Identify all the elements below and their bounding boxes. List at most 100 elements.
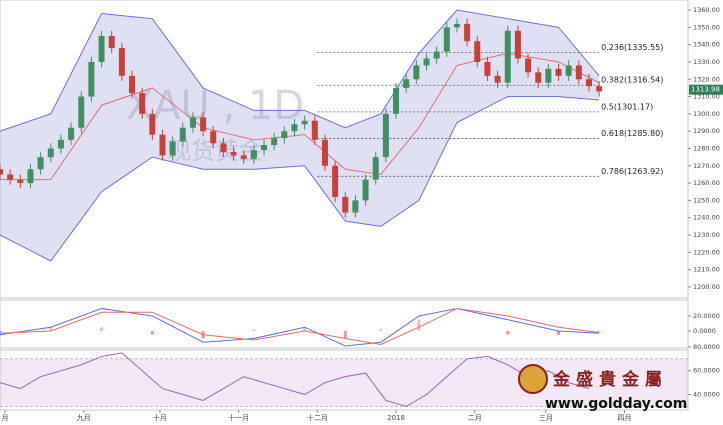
y-tick-label: 80.0000 — [693, 343, 720, 351]
macd-histogram — [49, 327, 53, 331]
candle-body — [545, 68, 552, 83]
candle-body — [352, 200, 359, 213]
logo-name: 金盛貴金屬 — [552, 369, 668, 390]
y-tick-label: 60.0000 — [693, 367, 720, 375]
y-tick-label: 1210.00 — [693, 266, 720, 274]
macd-histogram — [506, 330, 510, 335]
candle-body — [240, 155, 247, 159]
logo-url: www.goldday.com — [545, 396, 687, 412]
macd-histogram — [557, 330, 561, 335]
candle-body — [504, 30, 511, 83]
x-tick-label: 十一月 — [228, 413, 249, 422]
rsi-line — [0, 352, 590, 407]
candle-body — [575, 65, 582, 80]
x-tick-label: 二月 — [468, 414, 482, 422]
macd-line — [0, 307, 600, 347]
candle-body — [585, 79, 592, 87]
y-tick-label: 1200.00 — [693, 283, 720, 291]
macd-histogram — [0, 330, 2, 333]
macd-histogram — [597, 330, 601, 332]
y-tick-label: 1260.00 — [693, 179, 720, 187]
x-tick-label: 月 — [2, 414, 9, 422]
candle-body — [271, 138, 278, 146]
macd-histogram — [252, 329, 256, 331]
candle-body — [129, 75, 136, 94]
y-tick-label: 1240.00 — [693, 214, 720, 222]
logo-icon — [518, 364, 548, 394]
candle-body — [342, 196, 349, 213]
candle-body — [169, 141, 176, 156]
candle-body — [149, 113, 156, 135]
candle-body — [17, 179, 24, 184]
fib-label: 0.786(1263.92) — [601, 167, 663, 176]
candle-body — [57, 139, 64, 149]
fib-label: 0.618(1285.80) — [601, 129, 663, 138]
y-tick-label: 40.0000 — [693, 391, 720, 399]
candle-body — [565, 65, 572, 76]
candle-body — [261, 145, 268, 151]
candle-body — [433, 51, 440, 59]
candle-body — [47, 148, 54, 158]
candle-body — [372, 157, 379, 180]
panel-frame — [0, 0, 689, 299]
candle-body — [210, 131, 217, 144]
y-tick-label: 0.0000 — [693, 327, 716, 335]
macd-line — [0, 307, 600, 345]
candle-body — [7, 174, 14, 180]
candle-body — [423, 58, 430, 66]
candle-body — [0, 169, 3, 175]
candle-body — [281, 131, 288, 139]
candle-body — [453, 23, 460, 28]
candle-body — [179, 127, 186, 142]
y-tick-label: 1230.00 — [693, 231, 720, 239]
x-tick-label: 2018 — [387, 414, 405, 422]
y-tick-label: 1270.00 — [693, 162, 720, 170]
y-tick-label: 1360.00 — [693, 6, 720, 14]
candle-body — [403, 79, 410, 88]
candle-body — [108, 35, 115, 49]
bollinger-lower — [0, 96, 600, 262]
candle-body — [514, 30, 521, 59]
y-tick-label: 1300.00 — [693, 110, 720, 118]
candle-body — [464, 23, 471, 42]
macd-histogram — [379, 328, 383, 331]
macd-histogram — [100, 327, 104, 331]
fib-label: 0.5(1301.17) — [601, 102, 653, 111]
candle-body — [230, 151, 237, 156]
fib-label: 0.382(1316.54) — [601, 76, 663, 85]
x-tick-label: 十月 — [153, 413, 167, 422]
candle-body — [382, 113, 389, 158]
y-tick-label: 1250.00 — [693, 196, 720, 204]
candle-body — [535, 72, 542, 83]
candle-body — [37, 157, 44, 170]
candle-body — [393, 87, 400, 114]
candle-body — [494, 75, 501, 83]
price-tag — [689, 84, 723, 95]
fib-label: 0.236(1335.55) — [601, 43, 663, 52]
y-tick-label: 20.0000 — [693, 312, 720, 320]
candle-body — [332, 165, 339, 197]
y-tick-label: 1350.00 — [693, 23, 720, 31]
candle-body — [311, 120, 318, 140]
x-tick-label: 十二月 — [307, 413, 328, 422]
candle-body — [474, 41, 481, 62]
macd-histogram — [343, 330, 347, 339]
candle-body — [159, 134, 166, 156]
panel-frame — [0, 299, 689, 349]
x-tick-label: 九月 — [77, 413, 91, 422]
candle-body — [27, 169, 34, 184]
candle-body — [362, 179, 369, 201]
candle-body — [88, 61, 95, 97]
bollinger-upper — [0, 9, 600, 132]
y-tick-label: 1340.00 — [693, 41, 720, 49]
candle-body — [68, 127, 75, 140]
price-tag-label: 1313.98 — [691, 86, 720, 94]
x-tick-label: 四月 — [618, 414, 632, 422]
candle-body — [555, 68, 562, 76]
y-tick-label: 1290.00 — [693, 127, 720, 135]
candle-body — [596, 86, 603, 92]
candle-body — [525, 58, 532, 73]
candle-body — [200, 117, 207, 132]
candle-body — [250, 150, 257, 159]
